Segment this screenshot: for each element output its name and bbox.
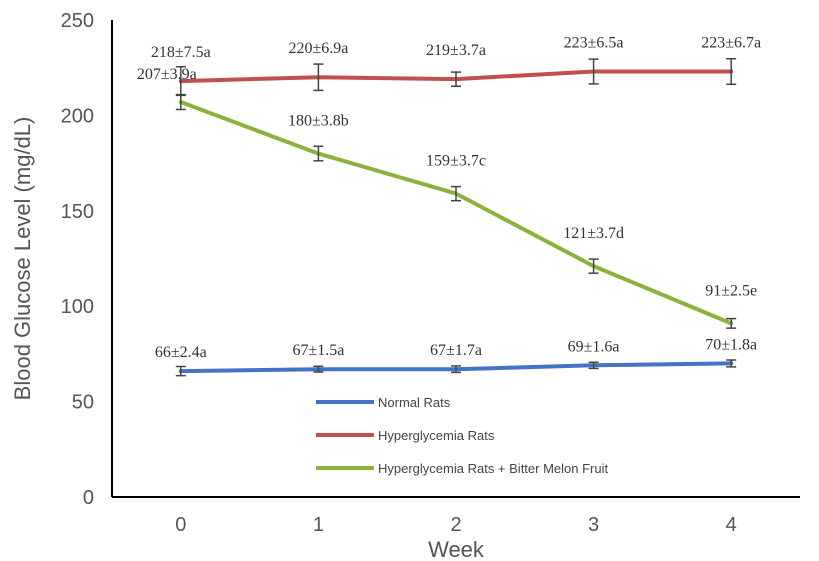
legend-label: Normal Rats	[378, 395, 451, 410]
y-tick-label: 50	[72, 392, 94, 414]
x-tick-label: 2	[450, 514, 461, 536]
y-axis-title: Blood Glucose Level (mg/dL)	[10, 117, 35, 401]
error-bar	[726, 317, 737, 329]
x-tick-label: 0	[175, 514, 186, 536]
legend-label: Hyperglycemia Rats + Bitter Melon Fruit	[378, 461, 608, 476]
error-bars	[175, 57, 737, 377]
x-tick-label: 1	[313, 514, 324, 536]
error-bar	[313, 63, 324, 92]
legend-item: Hyperglycemia Rats	[316, 428, 495, 443]
y-tick-label: 150	[61, 201, 94, 223]
error-bar	[313, 145, 324, 162]
x-tick-label: 3	[588, 514, 599, 536]
x-tick-label: 4	[726, 514, 737, 536]
data-label: 223±6.5a	[564, 35, 624, 52]
y-tick-label: 200	[61, 105, 94, 127]
error-bar	[726, 359, 737, 368]
data-label: 223±6.7a	[701, 35, 761, 52]
data-label: 220±6.9a	[288, 40, 348, 57]
error-bar	[451, 365, 461, 374]
error-bar	[175, 93, 186, 111]
series-line-2	[178, 100, 734, 326]
legend-label: Hyperglycemia Rats	[378, 428, 495, 443]
axes	[111, 20, 800, 498]
data-label: 70±1.8a	[705, 336, 757, 353]
error-bar	[175, 365, 186, 377]
legend: Normal Rats Hyperglycemia Rats Hyperglycem…	[316, 395, 608, 476]
tick-labels: 0 50 100 150 200 250 0 1 2 3 4	[61, 10, 737, 536]
error-bar	[451, 71, 461, 87]
error-bar	[588, 58, 599, 85]
data-label: 91±2.5e	[705, 282, 757, 299]
data-label: 219±3.7a	[426, 42, 486, 59]
y-tick-label: 250	[61, 10, 94, 32]
error-bar	[588, 258, 599, 274]
data-label: 121±3.7d	[563, 225, 624, 242]
legend-item: Hyperglycemia Rats + Bitter Melon Fruit	[316, 461, 608, 476]
error-bar	[726, 57, 737, 86]
data-label: 180±3.8b	[288, 113, 349, 130]
data-label: 67±1.5a	[292, 342, 344, 359]
error-bar	[451, 185, 461, 202]
data-label: 159±3.7c	[426, 153, 486, 170]
x-axis-title: Week	[428, 537, 485, 561]
data-labels: 66±2.4a 67±1.5a 67±1.7a 69±1.6a 70±1.8a 218±7…	[137, 35, 761, 362]
error-bar	[588, 361, 599, 370]
data-label: 67±1.7a	[430, 342, 482, 359]
error-bar	[313, 365, 324, 373]
legend-item: Normal Rats	[316, 395, 451, 410]
y-tick-label: 100	[61, 296, 94, 318]
data-label: 66±2.4a	[155, 344, 207, 361]
data-label: 218±7.5a	[151, 44, 211, 61]
data-label: 69±1.6a	[568, 338, 620, 355]
series-lines	[178, 69, 734, 374]
data-label: 207±3.9a	[137, 66, 197, 83]
y-tick-label: 0	[83, 487, 94, 509]
